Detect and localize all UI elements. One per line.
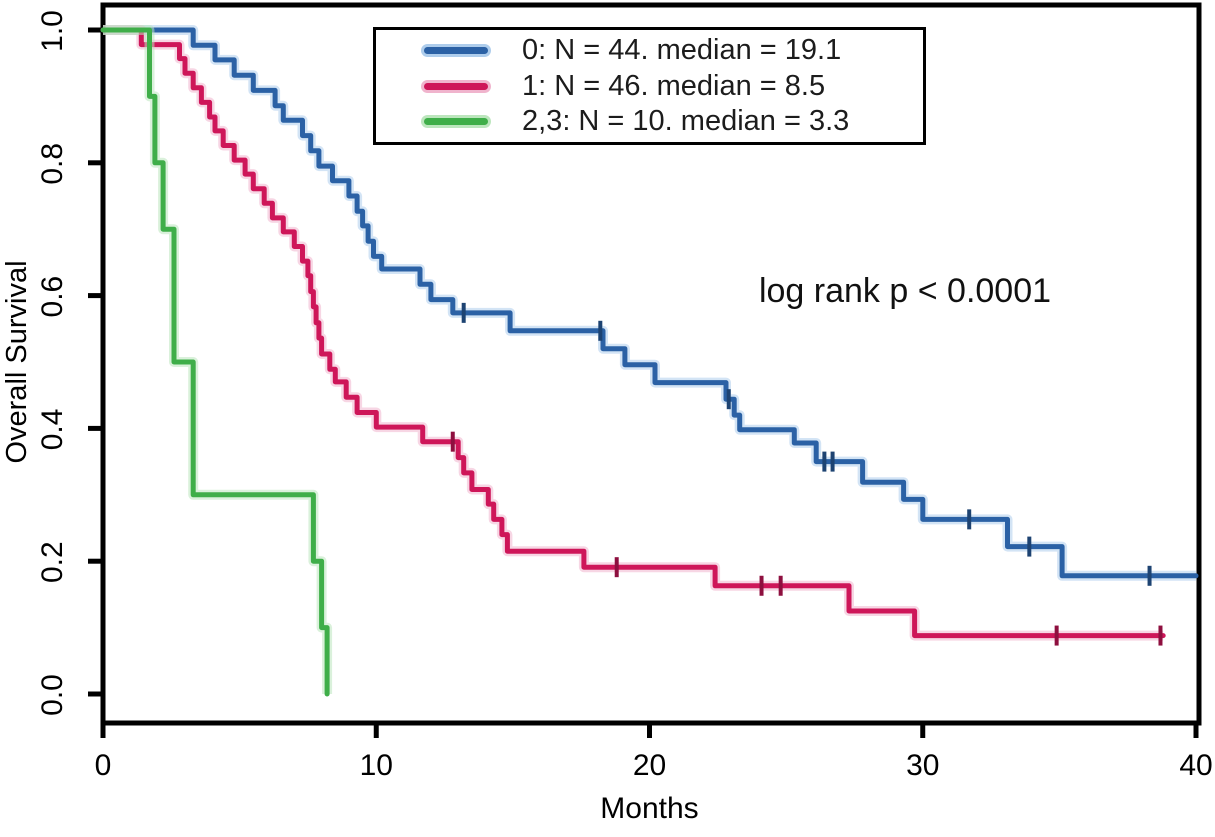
x-tick-label: 30 — [906, 749, 939, 782]
log-rank-annotation: log rank p < 0.0001 — [758, 272, 1052, 310]
y-tick-label: 0.4 — [36, 409, 69, 451]
x-tick-label: 40 — [1179, 749, 1212, 782]
y-axis-title: Overall Survival — [1, 260, 33, 463]
x-axis-title: Months — [600, 792, 698, 825]
legend-box: 0: N = 44. median = 19.1 1: N = 46. media… — [373, 27, 926, 145]
legend-label-1: 1: N = 46. median = 8.5 — [522, 69, 826, 102]
y-tick-label: 0.2 — [36, 541, 69, 583]
legend-swatch-icon-2 — [424, 118, 488, 125]
legend-item-1: 1: N = 46. median = 8.5 — [424, 71, 923, 101]
x-tick-label: 0 — [95, 749, 112, 782]
legend-item-0: 0: N = 44. median = 19.1 — [424, 36, 923, 66]
survival-curve-1 — [100, 27, 1166, 639]
survival-curve-2,3 — [100, 27, 330, 697]
legend-item-2: 2,3: N = 10. median = 3.3 — [424, 107, 923, 137]
legend-label-2: 2,3: N = 10. median = 3.3 — [522, 105, 850, 137]
legend-label-0: 0: N = 44. median = 19.1 — [522, 34, 842, 66]
y-tick-label: 1.0 — [36, 10, 69, 52]
y-tick-label: 0.8 — [36, 143, 69, 185]
x-tick-label: 10 — [360, 749, 393, 782]
legend-swatch-icon-1 — [424, 82, 488, 90]
x-tick-label: 20 — [633, 749, 666, 782]
survival-curve-0 — [100, 27, 1199, 579]
y-tick-label: 0.0 — [36, 674, 69, 716]
y-tick-label: 0.6 — [36, 276, 69, 318]
legend-swatch-icon-0 — [424, 47, 488, 54]
